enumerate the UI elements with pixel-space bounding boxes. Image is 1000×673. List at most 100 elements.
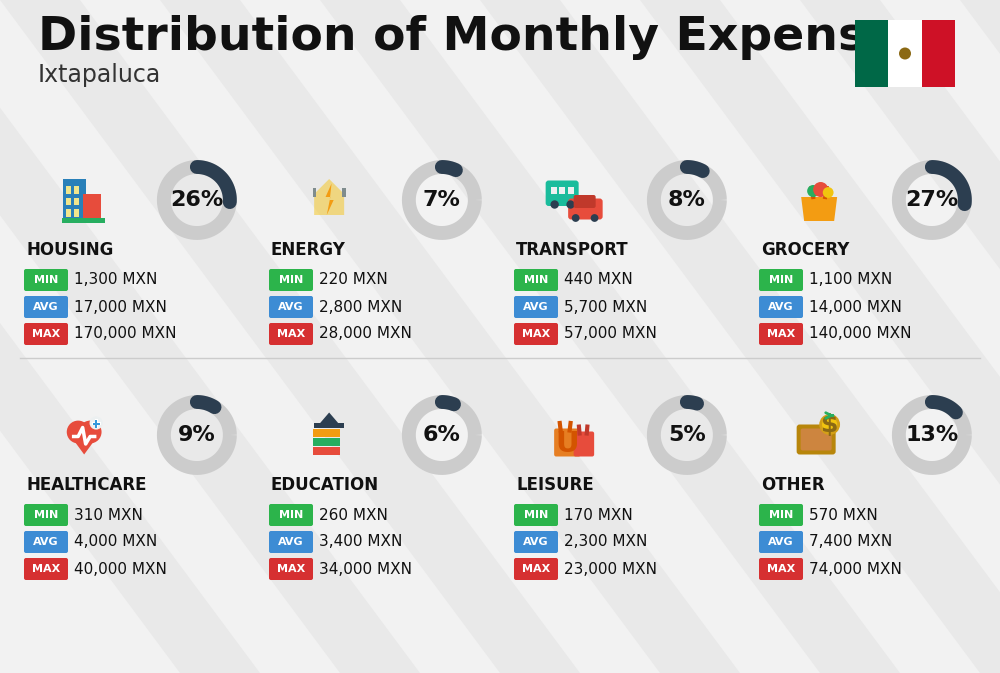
Text: 14,000 MXN: 14,000 MXN — [809, 299, 902, 314]
Bar — [313, 447, 340, 454]
Circle shape — [572, 214, 580, 222]
Text: TRANSPORT: TRANSPORT — [516, 241, 629, 259]
FancyBboxPatch shape — [24, 558, 68, 580]
Text: MIN: MIN — [769, 510, 793, 520]
Text: MAX: MAX — [522, 329, 550, 339]
Bar — [93, 423, 100, 425]
FancyBboxPatch shape — [269, 323, 313, 345]
Text: 170,000 MXN: 170,000 MXN — [74, 326, 176, 341]
FancyBboxPatch shape — [24, 323, 68, 345]
FancyBboxPatch shape — [514, 323, 558, 345]
Bar — [314, 423, 344, 427]
Text: 1,300 MXN: 1,300 MXN — [74, 273, 157, 287]
Text: HEALTHCARE: HEALTHCARE — [26, 476, 146, 494]
Bar — [74, 186, 79, 194]
Text: ENERGY: ENERGY — [271, 241, 346, 259]
FancyBboxPatch shape — [24, 269, 68, 291]
Circle shape — [550, 201, 559, 209]
FancyBboxPatch shape — [514, 558, 558, 580]
Text: MAX: MAX — [767, 329, 795, 339]
FancyBboxPatch shape — [574, 431, 594, 456]
Polygon shape — [960, 0, 1000, 673]
Text: MAX: MAX — [277, 564, 305, 574]
FancyBboxPatch shape — [269, 504, 313, 526]
Text: EDUCATION: EDUCATION — [271, 476, 379, 494]
Bar — [95, 419, 98, 427]
Bar — [95, 421, 97, 427]
Bar — [313, 188, 316, 197]
Circle shape — [67, 421, 90, 444]
Bar — [568, 186, 574, 194]
Bar — [66, 209, 71, 217]
Text: 260 MXN: 260 MXN — [319, 507, 388, 522]
Text: MAX: MAX — [767, 564, 795, 574]
Circle shape — [821, 415, 839, 433]
Text: MIN: MIN — [769, 275, 793, 285]
Text: 170 MXN: 170 MXN — [564, 507, 633, 522]
Text: AVG: AVG — [768, 302, 794, 312]
FancyBboxPatch shape — [24, 296, 68, 318]
Polygon shape — [326, 184, 334, 215]
Bar — [888, 20, 922, 87]
Text: 220 MXN: 220 MXN — [319, 273, 388, 287]
Text: MIN: MIN — [34, 275, 58, 285]
Circle shape — [566, 201, 575, 209]
Circle shape — [591, 214, 598, 222]
Text: 17,000 MXN: 17,000 MXN — [74, 299, 167, 314]
Text: 40,000 MXN: 40,000 MXN — [74, 561, 167, 577]
Bar — [62, 218, 105, 223]
Text: LEISURE: LEISURE — [516, 476, 594, 494]
Text: MIN: MIN — [524, 275, 548, 285]
FancyBboxPatch shape — [269, 531, 313, 553]
Polygon shape — [320, 0, 900, 673]
Text: AVG: AVG — [278, 537, 304, 547]
Text: 27%: 27% — [905, 190, 958, 210]
Text: 5%: 5% — [668, 425, 706, 445]
FancyBboxPatch shape — [759, 269, 803, 291]
Polygon shape — [640, 0, 1000, 673]
Text: MAX: MAX — [277, 329, 305, 339]
Text: 5,700 MXN: 5,700 MXN — [564, 299, 647, 314]
Bar — [74, 198, 79, 205]
Text: AVG: AVG — [523, 537, 549, 547]
Polygon shape — [68, 432, 101, 454]
Polygon shape — [801, 197, 837, 221]
FancyBboxPatch shape — [514, 504, 558, 526]
FancyBboxPatch shape — [24, 531, 68, 553]
Text: 57,000 MXN: 57,000 MXN — [564, 326, 657, 341]
Text: 3,400 MXN: 3,400 MXN — [319, 534, 402, 549]
Bar — [855, 20, 888, 87]
FancyBboxPatch shape — [759, 323, 803, 345]
Text: AVG: AVG — [33, 537, 59, 547]
Text: 26%: 26% — [170, 190, 223, 210]
Bar — [342, 188, 346, 197]
FancyBboxPatch shape — [759, 531, 803, 553]
Text: 7,400 MXN: 7,400 MXN — [809, 534, 892, 549]
FancyBboxPatch shape — [759, 558, 803, 580]
Text: 1,100 MXN: 1,100 MXN — [809, 273, 892, 287]
FancyBboxPatch shape — [574, 195, 596, 208]
Text: AVG: AVG — [33, 302, 59, 312]
Text: 2,300 MXN: 2,300 MXN — [564, 534, 647, 549]
Polygon shape — [0, 0, 420, 673]
FancyBboxPatch shape — [554, 429, 581, 456]
FancyBboxPatch shape — [759, 504, 803, 526]
Circle shape — [813, 182, 828, 197]
Text: HOUSING: HOUSING — [26, 241, 113, 259]
Text: 28,000 MXN: 28,000 MXN — [319, 326, 412, 341]
Text: MAX: MAX — [32, 329, 60, 339]
Text: AVG: AVG — [768, 537, 794, 547]
Circle shape — [807, 185, 819, 197]
Circle shape — [79, 421, 102, 444]
Polygon shape — [800, 0, 1000, 673]
Bar — [63, 179, 86, 221]
Polygon shape — [160, 0, 740, 673]
Text: 570 MXN: 570 MXN — [809, 507, 878, 522]
Text: 6%: 6% — [423, 425, 461, 445]
Text: OTHER: OTHER — [761, 476, 825, 494]
Bar — [313, 429, 340, 437]
Bar — [559, 186, 565, 194]
FancyBboxPatch shape — [514, 296, 558, 318]
Circle shape — [823, 187, 834, 198]
Text: 74,000 MXN: 74,000 MXN — [809, 561, 902, 577]
